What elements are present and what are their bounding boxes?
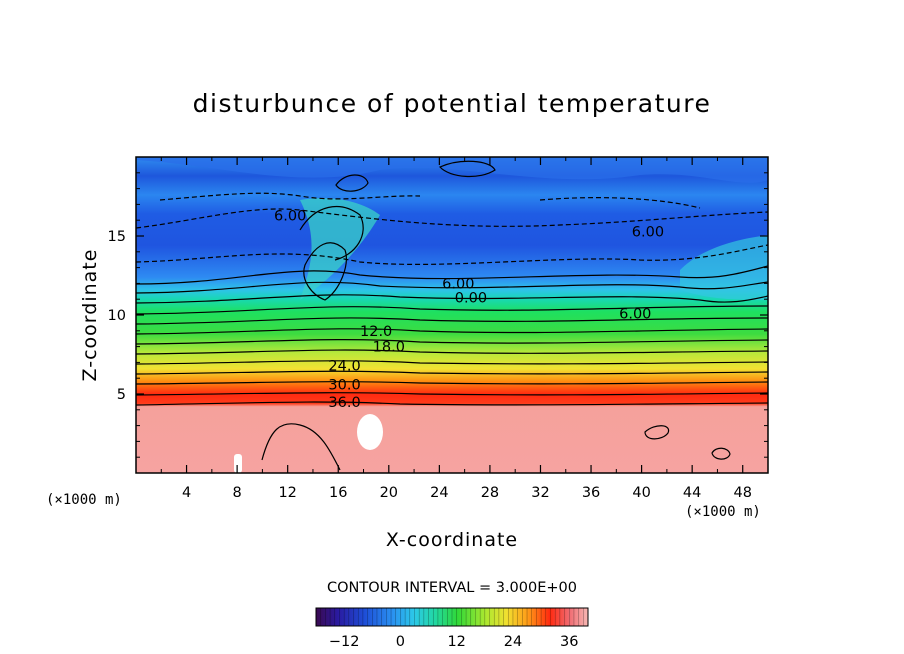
contour-12 [136,317,768,325]
contour-15 [136,328,768,335]
contour-33 [136,392,768,396]
contour-label: 30.0 [328,378,360,394]
contour-neg-12 [539,197,701,209]
contour-3 [136,281,768,294]
x-tick-label: 20 [380,485,398,501]
x-unit-label: (×1000 m) [685,504,761,520]
contour-label-layer: 36.030.024.018.012.00.006.006.006.006.00 [274,208,664,410]
contour-0 [136,265,768,285]
x-axis-ticks: 4 8 12 16 20 24 28 32 36 40 44 48 [160,157,752,501]
contour-neg-9 [159,192,421,201]
contour-near-surface [261,423,341,471]
y-tick-label: 15 [108,229,126,245]
contour-6 [136,294,768,304]
y-axis-ticks: 5 10 15 [108,172,768,458]
contour-36 [136,401,768,406]
x-tick-label: 16 [329,485,347,501]
contour-label: 36.0 [328,395,360,411]
x-tick-label: 40 [632,485,650,501]
colorbar-stripes [320,608,584,626]
white-patch-1 [357,414,383,450]
contour-lines [136,160,768,471]
cold-plume [300,198,380,300]
contour-21 [136,349,768,355]
x-tick-label: 4 [182,485,191,501]
colorbar-tick-label: −12 [329,634,360,650]
colorbar-gradient [315,607,589,627]
colorbar-tick-label: 0 [396,634,405,650]
y-tick-label: 5 [117,387,126,403]
x-tick-label: 24 [430,485,448,501]
x-tick-label: 12 [278,485,296,501]
contour-interval-label: CONTOUR INTERVAL = 3.000E+00 [327,580,577,596]
contour-30 [136,381,768,385]
y-unit-label: (×1000 m) [46,492,122,508]
colorbar-tick-label: 12 [447,634,465,650]
contour-label: 6.00 [632,224,664,240]
chart-title: disturbunce of potential temperature [193,89,712,118]
x-tick-label: 36 [582,485,600,501]
colorbar: −12 0 12 24 36 [315,607,589,650]
negative-region-upper [136,157,768,183]
contour-plume [299,206,364,261]
contour-9 [136,305,768,315]
cold-plume-2 [680,235,768,300]
x-tick-label: 8 [233,485,242,501]
colorbar-ticks: −12 0 12 24 36 [329,634,579,650]
x-axis-label: X-coordinate [386,529,518,551]
contour-label: 12.0 [360,324,392,340]
y-tick-label: 10 [108,308,126,324]
contour-neg-3 [136,244,768,265]
x-tick-label: 28 [481,485,499,501]
contour-label: 0.00 [455,291,487,307]
contour-label: 6.00 [619,306,651,322]
contour-18 [136,338,768,345]
x-tick-label: 32 [531,485,549,501]
contour-oval-1 [644,425,670,440]
contour-label: 6.00 [442,276,474,292]
contour-24 [136,360,768,365]
negative-contours [136,192,768,265]
contour-upper-1 [335,174,369,192]
x-tick-label: 48 [733,485,751,501]
contour-label: 18.0 [373,340,405,356]
contour-inner-loop [303,242,347,301]
x-tick-label: 44 [683,485,701,501]
plot-area [136,157,768,473]
contour-label: 6.00 [274,208,306,224]
contour-label: 24.0 [328,359,360,375]
contour-27 [136,370,768,375]
contour-neg-6 [136,208,768,229]
white-patch-2 [234,454,242,473]
heatmap-field [136,157,768,473]
contour-upper-2 [438,160,496,177]
contour-oval-2 [711,447,731,460]
colorbar-tick-label: 36 [560,634,578,650]
y-axis-label: Z-coordinate [79,249,101,382]
colorbar-tick-label: 24 [504,634,522,650]
